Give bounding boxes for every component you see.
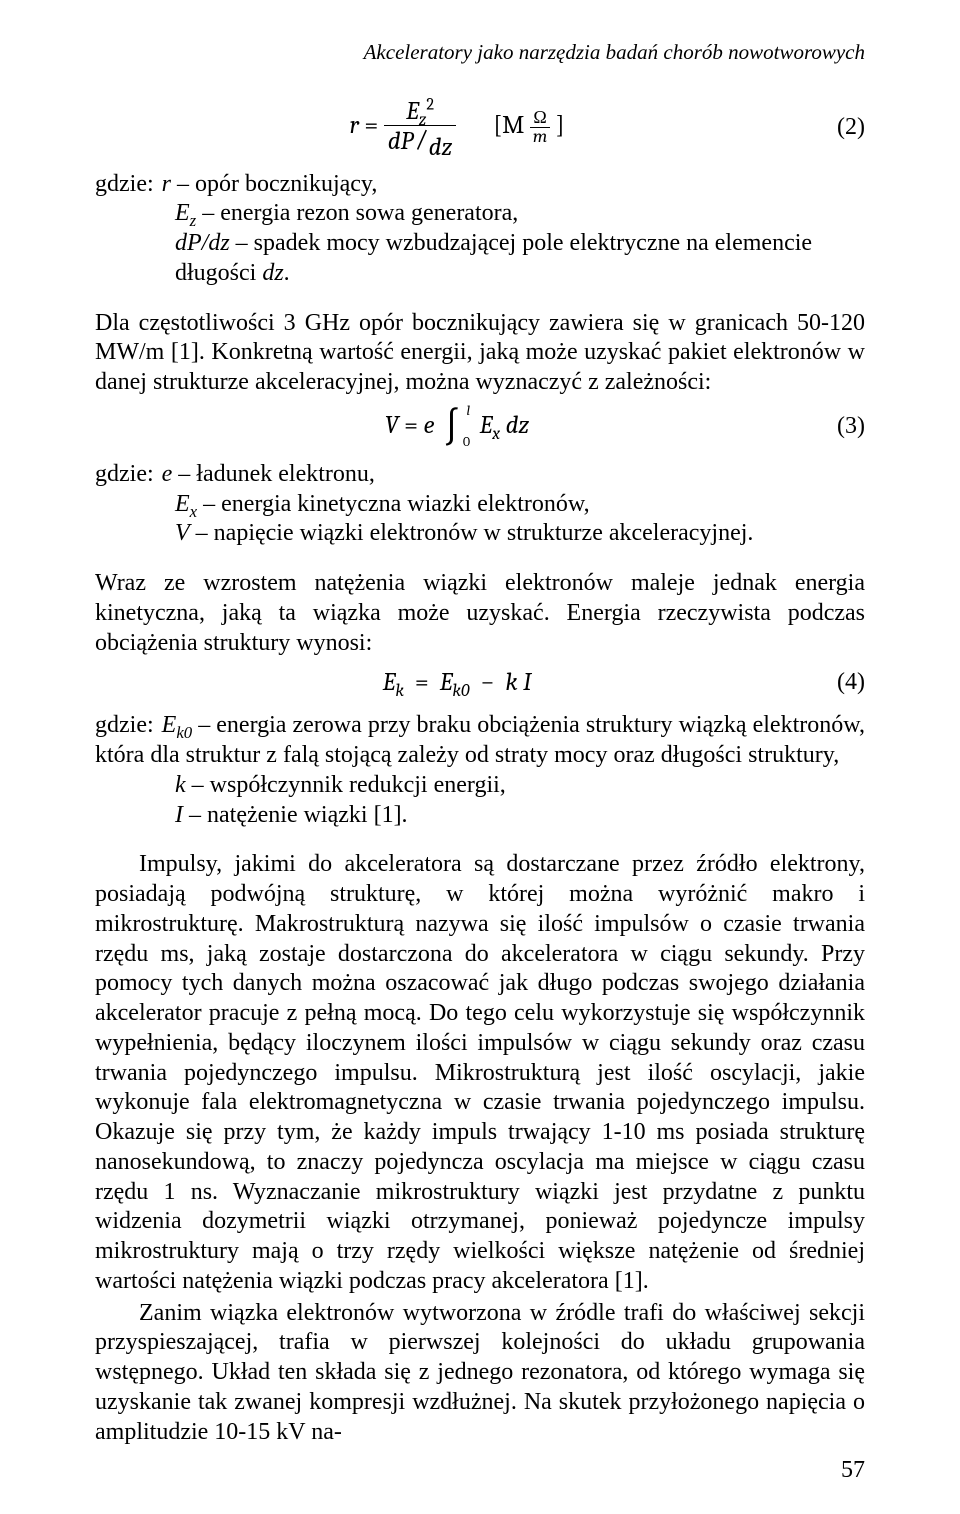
- equation-2-row: r = Ez2 dP⁄dz [M Ω m ] (2): [95, 99, 865, 156]
- eq2-unit-suffix: ]: [556, 111, 565, 140]
- equation-4-number: (4): [819, 669, 865, 696]
- defs1-l2-txt: – energia rezon sowa generatora,: [196, 200, 518, 226]
- defs3-l1-sub: k0: [176, 723, 192, 742]
- defs2-l1-sym: e: [162, 461, 173, 487]
- eq2-lhs: r: [349, 111, 358, 140]
- defs-eq4: gdzie: Ek0 – energia zerowa przy braku ob…: [95, 711, 865, 830]
- page-number: 57: [95, 1457, 865, 1484]
- equation-2: r = Ez2 dP⁄dz [M Ω m ]: [95, 99, 819, 156]
- para-1: Dla częstotliwości 3 GHz opór bocznikują…: [95, 309, 865, 398]
- defs2-l3-sym: V: [175, 520, 190, 546]
- defs2-l3-txt: – napięcie wiązki elektronów w strukturz…: [190, 520, 754, 546]
- defs2-label: gdzie:: [95, 461, 154, 487]
- defs3-l3-txt: – natężenie wiązki [1].: [183, 802, 408, 828]
- para-4: Zanim wiązka elektronów wytworzona w źró…: [95, 1299, 865, 1448]
- eq2-unit-num: Ω: [530, 109, 550, 128]
- eq3-e: e: [423, 411, 434, 440]
- eq2-unit-den: m: [530, 128, 550, 146]
- equation-4-row: Ek = Ek0 − k I (4): [95, 668, 865, 697]
- defs2-l2-sub: x: [190, 501, 197, 520]
- defs-eq2: gdzie:r – opór bocznikujący, Ez – energi…: [95, 170, 865, 289]
- defs2-l2-txt: – energia kinetyczna wiazki elektronów,: [197, 491, 590, 517]
- defs3-label: gdzie:: [95, 712, 154, 738]
- para-2: Wraz ze wzrostem natężenia wiązki elektr…: [95, 569, 865, 658]
- para-3: Impulsy, jakimi do akceleratora są dosta…: [95, 850, 865, 1296]
- defs3-l3-sym: I: [175, 802, 183, 828]
- defs2-l2-sym: E: [175, 491, 190, 517]
- defs2-l1-txt: – ładunek elektronu,: [172, 461, 375, 487]
- equation-3-row: V = e ∫ l 0 Ex dz (3): [95, 408, 865, 446]
- eq2-unit-prefix: [M: [493, 111, 524, 140]
- defs1-l1-sym: r: [162, 171, 171, 197]
- defs1-l3-sym2: dz: [262, 260, 283, 286]
- eq3-lhs: V: [385, 411, 399, 440]
- defs1-l3-end: .: [284, 260, 290, 286]
- defs3-l2-sym: k: [175, 772, 186, 798]
- equation-4: Ek = Ek0 − k I: [95, 668, 819, 697]
- running-head: Akceleratory jako narzędzia badań chorób…: [95, 40, 865, 65]
- eq3-int-upper: l: [466, 402, 470, 419]
- defs-eq3: gdzie: e – ładunek elektronu, Ex – energi…: [95, 460, 865, 549]
- defs1-l1-txt: – opór bocznikujący,: [171, 171, 377, 197]
- defs3-l1-sym: E: [162, 712, 177, 738]
- defs1-label: gdzie:: [95, 171, 154, 197]
- defs3-l1-txt: – energia zerowa przy braku obciążenia s…: [95, 712, 865, 768]
- defs3-l2-txt: – współczynnik redukcji energii,: [186, 772, 506, 798]
- equation-3-number: (3): [819, 413, 865, 440]
- eq3-int-lower: 0: [463, 433, 470, 450]
- equation-3: V = e ∫ l 0 Ex dz: [95, 408, 819, 446]
- defs1-l2-sym: E: [175, 200, 190, 226]
- equation-2-number: (2): [819, 114, 865, 141]
- defs1-l3-sym: dP/dz: [175, 230, 230, 256]
